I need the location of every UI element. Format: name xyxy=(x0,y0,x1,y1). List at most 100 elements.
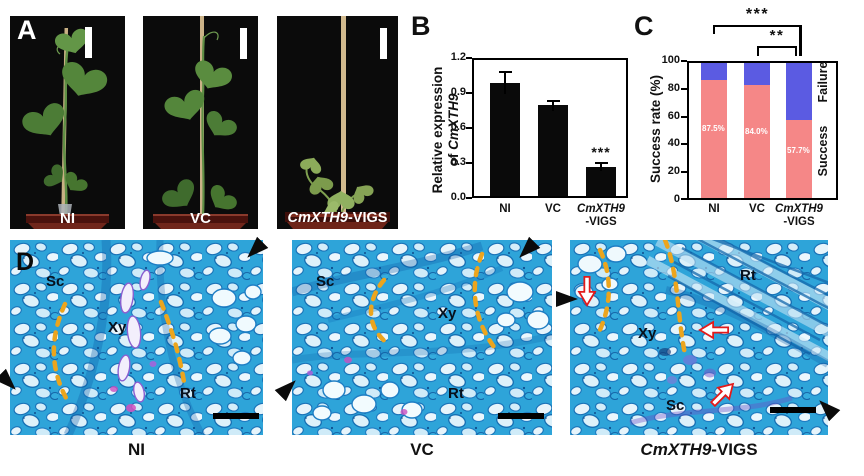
label-rootstock: Rt xyxy=(448,385,464,402)
micro-caption-vc: VC xyxy=(410,440,434,459)
scale-bar xyxy=(85,27,92,58)
c-bar-vc: 84.0% xyxy=(744,63,770,198)
b-bar-group-vigs: *** xyxy=(586,60,616,196)
b-bar-group-ni xyxy=(490,60,520,196)
panel-d-label: D xyxy=(16,248,35,276)
c-sig-outer-bracket-drop xyxy=(799,25,802,56)
panel-c-label: C xyxy=(634,11,654,41)
c-failure-segment xyxy=(786,63,812,121)
b-bar-group-vc xyxy=(538,60,568,196)
c-percent-label: 84.0% xyxy=(745,126,768,136)
b-significance-stars: *** xyxy=(591,144,611,160)
b-xtick-vc: VC xyxy=(545,203,561,215)
c-xtick-ni: NI xyxy=(708,203,720,215)
c-ytick: 40 xyxy=(667,137,680,150)
micrograph-ni: D Sc Xy Rt xyxy=(10,240,263,435)
scale-bar xyxy=(240,28,247,59)
c-percent-label: 57.7% xyxy=(787,146,810,156)
plant-vc-illustration xyxy=(153,16,248,229)
c-bar-vigs: 57.7% xyxy=(786,63,812,198)
panel-b-label: B xyxy=(411,11,431,41)
photo-vigs: CmXTH9-VIGS xyxy=(277,16,398,229)
gene-name: CmXTH9 xyxy=(287,210,348,227)
scale-bar xyxy=(770,407,816,413)
b-bar-ni xyxy=(490,82,520,196)
photo-caption-vc: VC xyxy=(190,209,211,227)
c-tick-mark xyxy=(681,198,687,200)
c-ytick: 60 xyxy=(667,109,680,122)
c-plot-area: 87.5% 84.0% 57.7% xyxy=(687,61,838,200)
c-percent-label: 87.5% xyxy=(702,124,725,134)
c-success-segment xyxy=(744,84,770,198)
caption-suffix: -VIGS xyxy=(347,210,388,227)
b-error-bar xyxy=(552,99,554,111)
b-ytick: 1.2 xyxy=(450,51,466,63)
gene-name: CmXTH9 xyxy=(640,440,712,459)
c-sig-inner-stars: ** xyxy=(769,27,785,44)
caption-suffix: -VIGS xyxy=(711,440,758,459)
label-scion: Sc xyxy=(46,273,65,290)
b-bar-vc xyxy=(538,105,568,196)
label-xylem: Xy xyxy=(108,319,127,336)
photo-vc: VC xyxy=(143,16,258,229)
plant-vigs-illustration xyxy=(285,16,390,229)
c-tick-mark xyxy=(681,115,687,118)
c-failure-segment xyxy=(744,63,770,85)
c-legend-success: Success xyxy=(816,125,830,177)
micro-caption-vigs: CmXTH9-VIGS xyxy=(570,440,828,460)
b-bar-vigs xyxy=(586,166,616,196)
panel-a-label: A xyxy=(17,16,37,45)
c-legend-failure: Failure xyxy=(816,61,830,103)
tissue-vc xyxy=(292,240,552,435)
b-error-bar xyxy=(504,71,506,94)
b-tick-mark xyxy=(466,162,472,164)
label-rootstock: Rt xyxy=(180,385,196,402)
b-ytick: 0.6 xyxy=(450,121,466,133)
c-tick-mark xyxy=(681,60,687,62)
b-error-cap xyxy=(498,71,512,74)
xtick-suffix: -VIGS xyxy=(783,216,815,228)
c-tick-mark xyxy=(681,171,687,174)
red-arrow-icon xyxy=(698,321,730,339)
label-rootstock: Rt xyxy=(740,267,756,284)
c-tick-mark xyxy=(681,87,687,90)
label-scion: Sc xyxy=(666,397,685,414)
red-arrow-icon xyxy=(578,276,596,306)
b-ytick: 0.9 xyxy=(450,86,466,98)
c-sig-outer-bracket xyxy=(713,25,802,34)
label-xylem: Xy xyxy=(638,325,657,342)
b-xtick-ni: NI xyxy=(499,203,511,215)
b-error-bar xyxy=(600,162,602,172)
c-ytick: 0 xyxy=(673,193,680,205)
c-sig-inner-bracket xyxy=(757,46,797,56)
gene-name: CmXTH9 xyxy=(775,203,823,215)
b-error-cap xyxy=(546,99,560,102)
photo-ni: A NI xyxy=(10,16,125,229)
tissue-ni xyxy=(10,240,263,435)
micro-caption-ni: NI xyxy=(128,440,145,459)
c-ytick: 20 xyxy=(667,165,680,178)
b-tick-mark xyxy=(466,57,472,59)
tissue-vigs xyxy=(570,240,828,435)
c-success-segment xyxy=(701,79,727,198)
c-xtick-vigs: CmXTH9 -VIGS xyxy=(768,203,830,229)
gene-name: CmXTH9 xyxy=(577,203,625,215)
b-plot-area: *** xyxy=(472,58,628,198)
c-bar-ni: 87.5% xyxy=(701,63,727,198)
c-ytick: 100 xyxy=(661,54,680,66)
scale-bar xyxy=(498,413,544,419)
photo-caption-vigs: CmXTH9-VIGS xyxy=(277,210,398,227)
xtick-suffix: -VIGS xyxy=(585,216,617,228)
scale-bar xyxy=(213,413,259,419)
plant-ni-illustration xyxy=(19,27,110,229)
photo-caption-ni: NI xyxy=(60,209,75,227)
label-scion: Sc xyxy=(316,273,335,290)
b-ytick: 0.0 xyxy=(450,191,466,203)
c-sig-outer-stars: *** xyxy=(745,6,770,23)
b-xtick-vigs: CmXTH9 -VIGS xyxy=(570,203,632,229)
b-error-cap xyxy=(594,162,608,164)
b-ytick: 0.3 xyxy=(450,156,466,168)
c-ytick: 80 xyxy=(667,81,680,94)
label-xylem: Xy xyxy=(438,305,457,322)
